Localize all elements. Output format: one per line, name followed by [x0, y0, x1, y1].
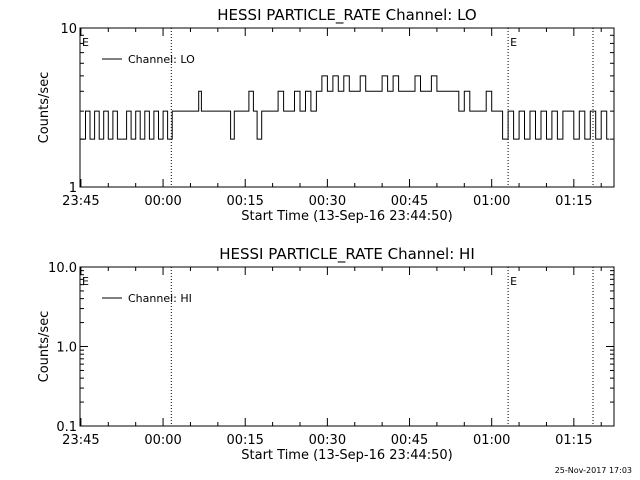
y-tick-label: 10	[60, 22, 77, 37]
x-tick-label: 00:30	[309, 194, 346, 209]
legend-label: Channel: LO	[128, 53, 195, 66]
generation-date: 25-Nov-2017 17:03	[554, 466, 632, 475]
y-tick-label: 0.1	[56, 420, 77, 435]
chart-title: HESSI PARTICLE_RATE Channel: LO	[217, 6, 476, 25]
x-tick-label: 00:00	[144, 194, 181, 209]
event-marker-label: E	[510, 36, 517, 49]
y-axis-label: Counts/sec	[37, 72, 52, 144]
x-tick-label: 01:00	[473, 433, 510, 448]
x-tick-label: 00:45	[391, 194, 428, 209]
x-tick-label: 00:30	[309, 433, 346, 448]
event-marker-label: E	[82, 36, 89, 49]
plot-frame	[79, 266, 615, 427]
event-marker-label: E	[82, 275, 89, 288]
x-tick-label: 00:00	[144, 433, 181, 448]
x-tick-label: 01:15	[555, 433, 592, 448]
y-tick-label: 1	[69, 181, 77, 196]
x-tick-label: 01:00	[473, 194, 510, 209]
x-tick-label: 00:15	[226, 194, 263, 209]
x-tick-label: 23:45	[62, 433, 99, 448]
y-axis-label: Counts/sec	[37, 311, 52, 383]
x-tick-label: 00:15	[226, 433, 263, 448]
x-tick-label: 01:15	[555, 194, 592, 209]
x-axis-label: Start Time (13-Sep-16 23:44:50)	[241, 209, 452, 224]
event-marker-label: E	[510, 275, 517, 288]
plot-frame	[79, 27, 615, 188]
legend-label: Channel: HI	[128, 292, 192, 305]
x-tick-label: 00:45	[391, 433, 428, 448]
x-axis-label: Start Time (13-Sep-16 23:44:50)	[241, 448, 452, 463]
chart-title: HESSI PARTICLE_RATE Channel: HI	[219, 245, 475, 264]
series-line	[80, 75, 610, 140]
x-tick-label: 23:45	[62, 194, 99, 209]
y-tick-label: 1.0	[56, 341, 77, 356]
y-tick-label: 10.0	[48, 261, 77, 276]
